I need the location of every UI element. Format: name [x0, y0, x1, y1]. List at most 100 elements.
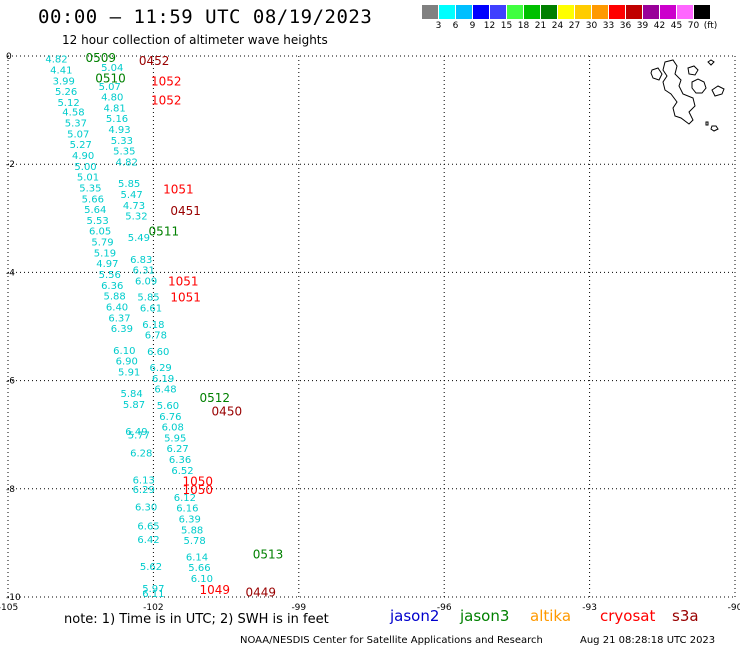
pass-time-label: 1051	[170, 291, 201, 305]
color-scale-label: 45	[670, 21, 683, 31]
color-scale-label: 12	[483, 21, 496, 31]
color-scale-label: 30	[585, 21, 598, 31]
color-scale-label: 27	[568, 21, 581, 31]
pass-time-label: 0510	[95, 72, 126, 86]
wave-height-label: 4.82	[45, 55, 67, 66]
wave-height-label: 6.76	[159, 412, 181, 423]
color-scale-bar	[422, 5, 711, 19]
pass-time-label: 0509	[86, 51, 117, 65]
wave-height-label: 5.35	[113, 147, 135, 158]
wave-height-label: 5.12	[57, 98, 79, 109]
island-isabela	[662, 59, 696, 125]
lon-tick-label: -105	[0, 603, 18, 613]
island-fernandina	[650, 67, 663, 81]
island-san-cristobal	[711, 85, 725, 97]
lon-tick-label: -102	[143, 603, 163, 613]
wave-height-label: 6.39	[179, 515, 201, 526]
pass-time-label: 0451	[170, 204, 201, 218]
wave-height-label: 5.77	[128, 431, 150, 442]
wave-height-label: 5.66	[82, 194, 104, 205]
lat-tick-label: -8	[6, 485, 15, 495]
color-swatch	[524, 5, 541, 19]
pass-time-label: 0450	[212, 404, 243, 418]
map-subtitle: 12 hour collection of altimeter wave hei…	[62, 33, 328, 47]
lat-tick-label: -2	[6, 160, 15, 170]
wave-height-label: 6.08	[162, 423, 184, 434]
color-scale-label: 21	[534, 21, 547, 31]
wave-height-label: 6.36	[169, 455, 191, 466]
wave-height-label: 4.73	[123, 201, 145, 212]
wave-height-label: 5.04	[101, 63, 123, 74]
wave-height-label: 5.97	[142, 584, 164, 595]
color-swatch	[439, 5, 456, 19]
wave-height-label: 5.37	[65, 119, 87, 130]
color-swatch	[558, 5, 575, 19]
map-title: 00:00 – 11:59 UTC 08/19/2023	[38, 6, 373, 28]
wave-height-label: 5.88	[103, 292, 125, 303]
color-swatch	[626, 5, 643, 19]
wave-height-label: 5.49	[128, 233, 150, 244]
color-swatch	[677, 5, 694, 19]
wave-height-label: 6.12	[174, 493, 196, 504]
color-scale-label: 18	[517, 21, 530, 31]
wave-height-label: 6.49	[125, 427, 147, 438]
wave-height-label: 5.91	[118, 367, 140, 378]
wave-height-label: 4.93	[108, 125, 130, 136]
generated-timestamp: Aug 21 08:28:18 UTC 2023	[580, 635, 716, 646]
color-scale-label: 6	[452, 21, 459, 31]
color-swatch	[456, 5, 473, 19]
color-swatch	[575, 5, 592, 19]
color-scale-label: 42	[653, 21, 666, 31]
wave-height-label: 6.19	[152, 374, 174, 385]
pass-time-label: 1052	[151, 74, 182, 88]
wave-height-label: 3.99	[53, 76, 75, 87]
pass-time-label: 0511	[149, 225, 180, 239]
wave-height-label: 6.05	[89, 227, 111, 238]
wave-height-values: 4.824.413.995.265.124.585.375.075.274.90…	[45, 55, 213, 601]
wave-height-label: 6.31	[133, 266, 155, 277]
wave-height-label: 5.79	[91, 238, 113, 249]
color-swatch	[643, 5, 660, 19]
wave-height-label: 5.07	[99, 82, 121, 93]
lat-tick-label: -6	[6, 377, 15, 387]
wave-height-label: 6.40	[106, 302, 128, 313]
wave-height-label: 6.83	[130, 255, 152, 266]
lon-tick-label: -90	[728, 603, 740, 613]
wave-height-label: 6.90	[116, 357, 138, 368]
wave-height-label: 5.53	[87, 216, 109, 227]
wave-height-label: 5.84	[120, 389, 142, 400]
wave-height-label: 5.16	[106, 114, 128, 125]
lat-tick-label: 0	[6, 52, 12, 62]
color-scale-label: 3	[435, 21, 442, 31]
wave-height-label: 5.88	[181, 525, 203, 536]
wave-height-label: 6.36	[101, 281, 123, 292]
lon-tick-label: -93	[582, 603, 597, 613]
color-scale-label: 24	[551, 21, 564, 31]
color-swatch	[473, 5, 490, 19]
wave-height-label: 6.29	[150, 363, 172, 374]
pass-time-label: 1049	[199, 583, 230, 597]
legend-cryosat: cryosat	[600, 607, 656, 625]
wave-height-label: 6.61	[140, 304, 162, 315]
wave-height-label: 5.87	[123, 400, 145, 411]
color-scale-label: 9	[469, 21, 476, 31]
wave-height-label: 6.13	[133, 476, 155, 487]
wave-height-label: 4.81	[103, 103, 125, 114]
wave-height-label: 6.30	[135, 503, 157, 514]
color-scale-label: (ft)	[703, 21, 718, 31]
wave-height-label: 5.85	[137, 293, 159, 304]
wave-height-label: 5.64	[84, 205, 106, 216]
lat-tick-label: -10	[6, 593, 21, 603]
color-swatch	[592, 5, 609, 19]
wave-height-label: 6.39	[111, 324, 133, 335]
wave-height-label: 6.78	[145, 331, 167, 342]
pass-time-label: 0449	[245, 586, 276, 600]
wave-height-label: 5.60	[157, 401, 179, 412]
color-swatch	[422, 5, 439, 19]
axis-ticks: -105 -102 -99 -96 -93 -90 0 -2 -4 -6 -8 -10	[0, 52, 740, 613]
wave-height-label: 5.01	[77, 173, 99, 184]
color-scale-label: 36	[619, 21, 632, 31]
color-swatch	[541, 5, 558, 19]
color-swatch	[507, 5, 524, 19]
wave-height-label: 5.56	[99, 270, 121, 281]
